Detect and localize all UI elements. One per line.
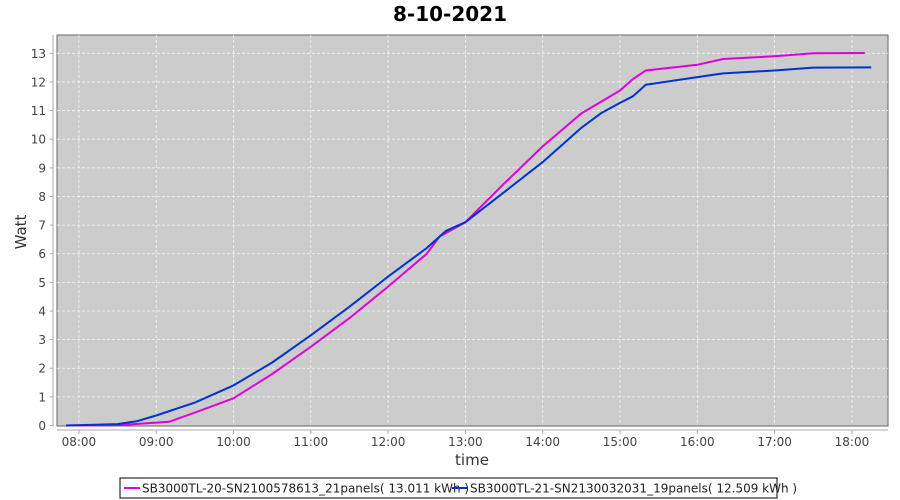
plot-area — [56, 34, 889, 427]
x-tick-label: 13:00 — [448, 435, 483, 449]
y-tick-label: 11 — [31, 104, 46, 118]
x-tick-label: 17:00 — [757, 435, 792, 449]
x-tick-label: 11:00 — [294, 435, 329, 449]
x-tick-label: 16:00 — [680, 435, 715, 449]
grid — [57, 35, 888, 426]
x-tick-label: 09:00 — [139, 435, 174, 449]
chart-title: 8-10-2021 — [393, 2, 507, 26]
x-tick-label: 15:00 — [603, 435, 638, 449]
y-tick-label: 0 — [38, 419, 46, 433]
y-tick-label: 2 — [38, 362, 46, 376]
y-tick-label: 10 — [31, 133, 46, 147]
x-tick-label: 08:00 — [62, 435, 97, 449]
y-tick-label: 7 — [38, 219, 46, 233]
legend-entry-2: SB3000TL-21-SN2130032031_19panels( 12.50… — [470, 482, 797, 496]
x-tick-label: 14:00 — [525, 435, 560, 449]
y-tick-label: 4 — [38, 304, 46, 318]
y-tick-label: 1 — [38, 390, 46, 404]
x-axis-label: time — [455, 451, 489, 469]
x-tick-label: 12:00 — [371, 435, 406, 449]
y-tick-label: 9 — [38, 161, 46, 175]
legend: SB3000TL-20-SN2100578613_21panels( 13.01… — [119, 477, 797, 499]
series-lines — [65, 52, 872, 427]
y-tick-label: 8 — [38, 190, 46, 204]
y-tick-label: 6 — [38, 247, 46, 261]
y-tick-label: 3 — [38, 333, 46, 347]
series-line-2 — [65, 66, 872, 427]
y-tick-label: 13 — [31, 47, 46, 61]
x-tick-label: 10:00 — [216, 435, 251, 449]
legend-entry-1: SB3000TL-20-SN2100578613_21panels( 13.01… — [142, 482, 469, 496]
y-tick-label: 5 — [38, 276, 46, 290]
y-axis-label: Watt — [12, 214, 30, 249]
y-tick-label: 12 — [31, 75, 46, 89]
x-tick-label: 18:00 — [835, 435, 870, 449]
